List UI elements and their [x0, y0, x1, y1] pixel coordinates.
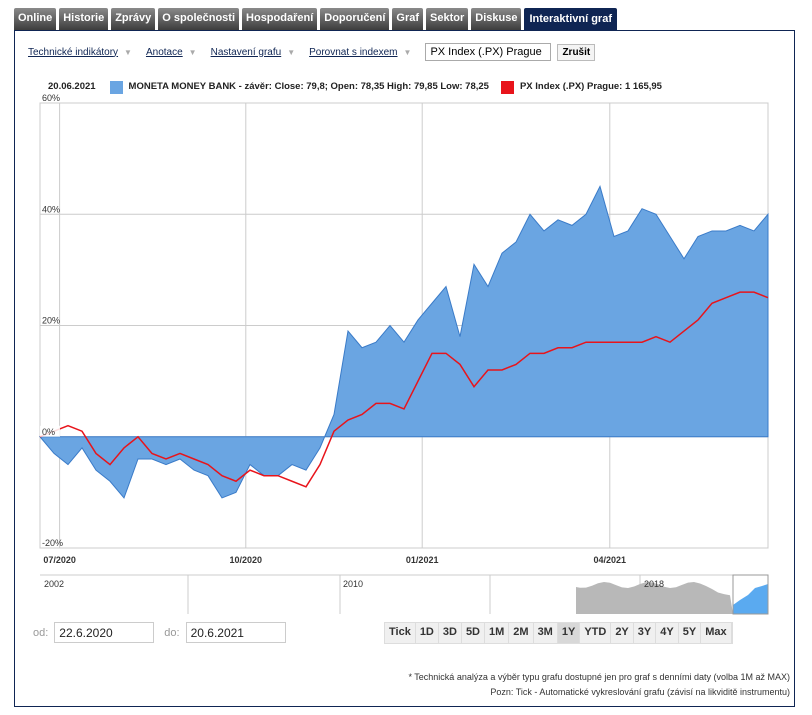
range-4y-button[interactable]: 4Y — [656, 623, 679, 643]
legend-moneta: MONETA MONEY BANK - závěr: Close: 79,8; … — [128, 81, 489, 92]
legend-px: PX Index (.PX) Prague: 1 165,95 — [519, 81, 662, 92]
tab-0[interactable]: Online — [14, 8, 57, 30]
tab-4[interactable]: Hospodaření — [242, 8, 318, 30]
x-tick-label: 01/2021 — [406, 555, 439, 565]
tab-5[interactable]: Doporučení — [320, 8, 390, 30]
chart-settings-menu[interactable]: Nastavení grafu — [210, 46, 282, 58]
y-tick-label: -20% — [42, 538, 63, 548]
navigator-selected-area — [733, 584, 768, 614]
cancel-compare-button[interactable]: Zrušit — [557, 43, 596, 61]
range-selector: Tick 1D 3D 5D 1M 2M 3M 1Y YTD 2Y 3Y 4Y 5Y Max — [384, 622, 733, 644]
tab-8[interactable]: Diskuse — [471, 8, 522, 30]
range-ytd-button[interactable]: YTD — [580, 623, 612, 643]
x-tick-label: 04/2021 — [594, 555, 627, 565]
content-frame — [14, 30, 795, 707]
tab-bar: Online Historie Zprávy O společnosti Hospoda… — [14, 8, 617, 31]
y-tick-label: 40% — [42, 204, 60, 214]
range-5d-button[interactable]: 5D — [461, 623, 485, 643]
px-index-line — [39, 291, 769, 488]
to-label: do: — [164, 626, 180, 639]
footnotes: * Technická analýza a výběr typu grafu d… — [408, 670, 790, 700]
to-date-input[interactable] — [185, 622, 286, 643]
date-range-inputs: od: do: — [33, 622, 290, 643]
tab-7[interactable]: Sektor — [426, 8, 469, 30]
range-3m-button[interactable]: 3M — [533, 623, 558, 643]
chart-toolbar: Technické indikátory ▼ Anotace ▼ Nastavení… — [28, 43, 596, 61]
chart-legend: 20.06.2021 MONETA MONEY BANK - závěr: Cl… — [48, 80, 798, 94]
note-technical: * Technická analýza a výběr typu grafu d… — [408, 672, 790, 682]
moneta-swatch — [109, 80, 123, 94]
compare-index-menu[interactable]: Porovnat s indexem — [309, 46, 398, 58]
navigator-selection-handle[interactable] — [732, 574, 769, 615]
x-tick-label: 07/2020 — [43, 555, 76, 565]
navigator-year-label: 2010 — [343, 579, 363, 589]
moneta-area — [38, 185, 769, 499]
range-1m-button[interactable]: 1M — [485, 623, 510, 643]
y-tick-label: 60% — [42, 93, 60, 103]
range-tick-button[interactable]: Tick — [385, 623, 416, 643]
range-max-button[interactable]: Max — [701, 623, 732, 643]
tab-1[interactable]: Historie — [59, 8, 109, 30]
price-chart[interactable]: 07/2020 10/2020 01/2021 04/2021 60% 40% 20% 0% -… — [0, 0, 812, 620]
px-swatch — [500, 80, 514, 94]
navigator-year-label: 2018 — [644, 579, 664, 589]
range-1y-button[interactable]: 1Y — [557, 623, 581, 643]
annotations-menu[interactable]: Anotace — [145, 46, 183, 58]
y-tick-label: 0% — [42, 427, 55, 437]
from-date-input[interactable] — [54, 622, 155, 643]
navigator-year-label: 2002 — [44, 579, 64, 589]
range-5y-button[interactable]: 5Y — [678, 623, 702, 643]
dropdown-arrow-icon: ▼ — [287, 47, 296, 57]
tab-2[interactable]: Zprávy — [111, 8, 156, 30]
range-3d-button[interactable]: 3D — [438, 623, 462, 643]
tab-3[interactable]: O společnosti — [158, 8, 240, 30]
dropdown-arrow-icon: ▼ — [403, 47, 412, 57]
tab-6[interactable]: Graf — [392, 8, 424, 30]
legend-date: 20.06.2021 — [48, 81, 96, 92]
compare-index-input[interactable] — [425, 43, 552, 61]
range-2y-button[interactable]: 2Y — [611, 623, 634, 643]
dropdown-arrow-icon: ▼ — [188, 47, 197, 57]
technical-indicators-menu[interactable]: Technické indikátory — [28, 46, 119, 58]
range-1d-button[interactable]: 1D — [415, 623, 439, 643]
range-3y-button[interactable]: 3Y — [633, 623, 657, 643]
range-2m-button[interactable]: 2M — [509, 623, 534, 643]
y-tick-label: 20% — [42, 316, 60, 326]
navigator-history-area — [576, 582, 733, 614]
dropdown-arrow-icon: ▼ — [124, 47, 132, 57]
x-tick-label: 10/2020 — [230, 555, 263, 565]
note-tick: Pozn: Tick - Automatické vykreslování gr… — [490, 687, 790, 697]
zero-label-bg — [40, 425, 60, 437]
from-label: od: — [33, 626, 49, 639]
